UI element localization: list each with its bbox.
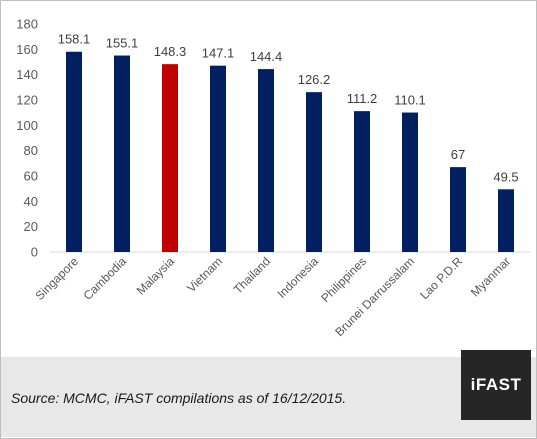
footer-band: Source: MCMC, iFAST compilations as of 1… [1,350,536,437]
y-tick-label: 140 [16,67,38,82]
bar-philippines [354,111,370,252]
source-note: Source: MCMC, iFAST compilations as of 1… [11,390,347,406]
bar-brunei-darrussalam [402,112,418,252]
data-label: 110.1 [394,93,426,108]
x-tick-label: Cambodia [81,254,130,303]
data-label: 126.2 [298,72,331,87]
data-label: 67 [451,147,465,162]
x-tick-label: Malaysia [134,254,178,298]
y-tick-label: 60 [24,169,38,184]
x-tick-label: Vietnam [184,254,225,295]
y-tick-label: 40 [24,194,38,209]
ifast-logo: iFAST [461,350,531,420]
bar-indonesia [306,92,322,252]
bar-singapore [66,51,82,252]
bar-myanmar [498,189,514,252]
y-tick-label: 80 [24,143,38,158]
y-tick-label: 120 [16,93,38,108]
data-label: 144.4 [250,49,283,64]
x-tick-label: Brunei Darrussalam [332,254,417,339]
bar-thailand [258,69,274,253]
x-tick-label: Thailand [231,254,273,296]
x-tick-label: Singapore [33,254,82,303]
data-label: 49.5 [493,169,518,184]
x-tick-label: Philippines [318,254,369,305]
data-label: 158.1 [58,32,91,47]
x-tick-label: Lao P.D.R [417,254,465,302]
bar-vietnam [210,65,226,252]
bar-malaysia [162,64,178,252]
data-label: 155.1 [106,36,139,51]
data-label: 148.3 [154,44,187,59]
bar-lao-p-d-r [450,167,466,252]
x-tick-label: Myanmar [468,254,513,299]
data-label: 147.1 [202,46,235,61]
x-tick-label: Indonesia [274,254,321,301]
y-tick-label: 180 [16,17,38,32]
y-tick-label: 20 [24,219,38,234]
chart-plot: 0 20 40 60 80 100 120 140 160 180 158.1 Singapore 15… [16,17,530,339]
data-label: 111.2 [347,91,378,106]
y-tick-label: 0 [31,245,38,260]
bar-cambodia [114,55,130,252]
y-tick-label: 100 [16,118,38,133]
y-tick-label: 160 [16,42,38,57]
